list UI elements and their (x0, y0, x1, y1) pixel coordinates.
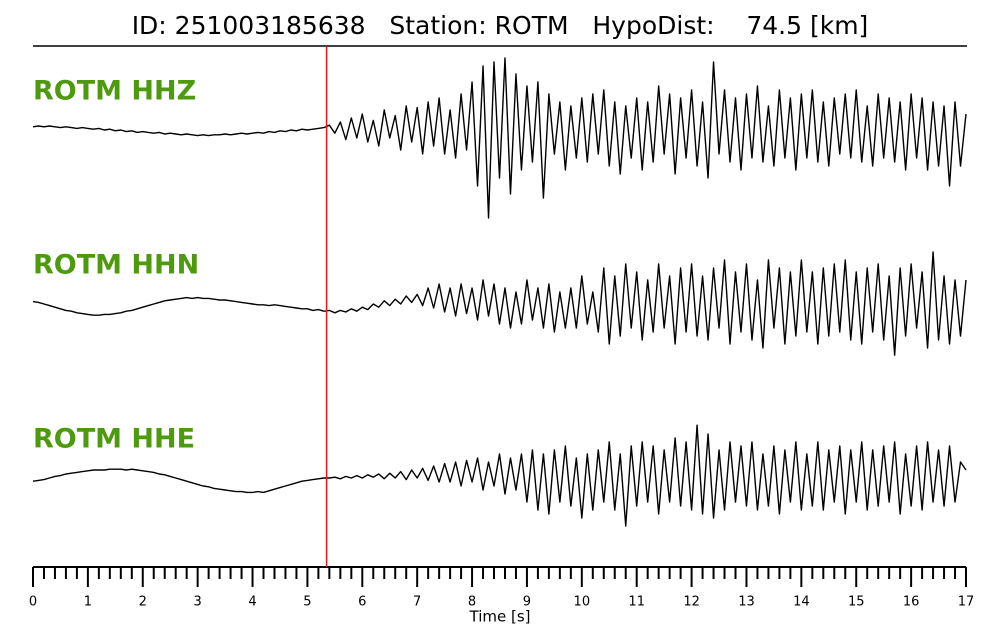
x-tick-label: 8 (468, 595, 476, 610)
x-tick-label: 15 (848, 595, 865, 610)
trace-label: ROTM HHN (33, 250, 199, 281)
x-tick-label: 7 (413, 595, 421, 610)
x-tick-label: 10 (574, 595, 591, 610)
x-tick-label: 17 (958, 595, 975, 610)
x-tick-label: 13 (738, 595, 755, 610)
waveform (32, 251, 967, 356)
x-tick-label: 3 (194, 595, 202, 610)
x-tick-label: 6 (358, 595, 366, 610)
chart-title: ID: 251003185638 Station: ROTM HypoDist:… (132, 11, 869, 40)
waveform (32, 57, 967, 219)
x-tick-label: 0 (29, 595, 37, 610)
x-tick-label: 14 (793, 595, 810, 610)
trace-label: ROTM HHZ (33, 76, 196, 107)
x-tick-label: 9 (523, 595, 531, 610)
waveform (32, 424, 967, 527)
x-axis-label: Time [s] (469, 608, 531, 626)
x-tick-label: 4 (248, 595, 256, 610)
trace-label: ROTM HHE (33, 424, 195, 455)
x-tick-label: 1 (84, 595, 92, 610)
x-tick-label: 11 (628, 595, 645, 610)
x-tick-label: 12 (683, 595, 700, 610)
x-tick-label: 2 (139, 595, 147, 610)
x-tick-label: 16 (903, 595, 920, 610)
x-tick-label: 5 (303, 595, 311, 610)
